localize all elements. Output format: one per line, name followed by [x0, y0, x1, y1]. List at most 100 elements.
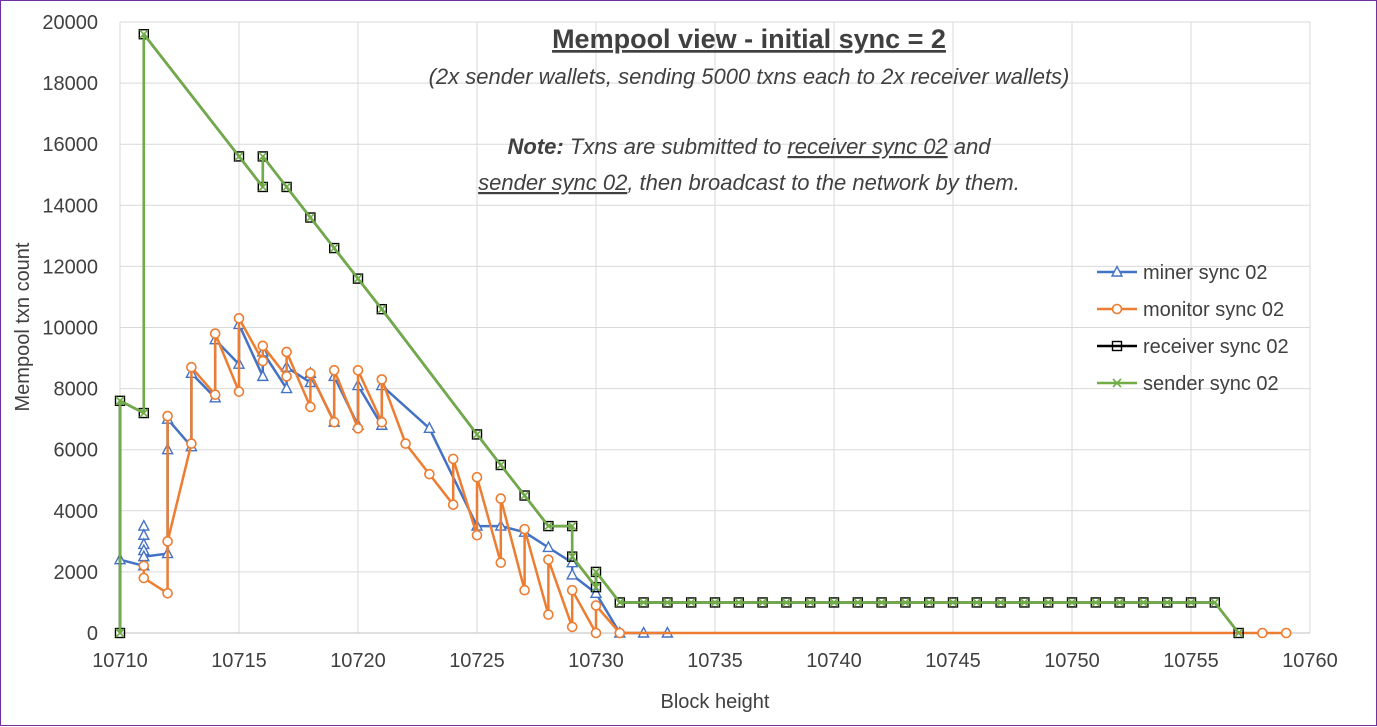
legend-label: receiver sync 02	[1143, 336, 1289, 358]
y-tick-label: 20000	[42, 12, 98, 34]
gridlines	[119, 21, 1311, 634]
y-tick-label: 4000	[54, 501, 99, 523]
data-point	[781, 597, 791, 608]
y-tick-label: 14000	[42, 195, 98, 217]
data-point	[281, 346, 292, 358]
data-point	[590, 600, 602, 611]
note-line-2: sender sync 02, then broadcast to the ne…	[478, 170, 1020, 195]
data-point	[233, 151, 245, 162]
data-point	[1110, 264, 1124, 277]
x-tick-label: 10755	[1163, 650, 1219, 672]
data-point	[805, 597, 815, 608]
y-tick-label: 16000	[42, 134, 98, 156]
data-point	[567, 552, 577, 562]
data-point	[1067, 597, 1077, 608]
data-point	[614, 627, 626, 639]
x-tick-label: 10740	[806, 650, 862, 672]
data-point	[282, 182, 292, 192]
data-point	[472, 429, 482, 439]
data-point	[280, 381, 293, 394]
x-tick-label: 10760	[1282, 650, 1338, 672]
series-line	[142, 317, 1287, 635]
y-axis-title: Mempool txn count	[12, 242, 34, 411]
y-tick-label: 18000	[42, 73, 98, 95]
data-point	[1257, 627, 1268, 639]
data-point	[305, 212, 316, 223]
legend-entry: receiver sync 02	[1097, 336, 1289, 358]
data-point	[924, 597, 934, 608]
data-point	[328, 364, 340, 376]
data-point	[139, 29, 149, 39]
legend: miner sync 02 monitor sync 02 receiver syn…	[1097, 262, 1289, 395]
data-point	[376, 374, 388, 385]
data-point	[589, 586, 603, 598]
data-point	[567, 521, 577, 531]
data-point	[162, 587, 173, 599]
note-part-3: , then broadcast to the network by them.	[627, 170, 1020, 195]
data-point	[1210, 597, 1220, 608]
y-tick-labels: 0 2000 4000 6000 8000 10000 12000 14000 16000 180…	[42, 12, 98, 645]
data-point	[1280, 627, 1292, 639]
data-point	[162, 536, 173, 547]
data-point	[257, 355, 269, 367]
x-tick-label: 10720	[330, 650, 386, 672]
data-point	[590, 627, 602, 639]
x-tick-label: 10715	[211, 650, 267, 672]
data-point	[1091, 597, 1101, 608]
data-point	[138, 560, 150, 572]
y-tick-label: 0	[87, 623, 98, 645]
data-point	[1138, 597, 1148, 608]
legend-label: sender sync 02	[1143, 373, 1279, 395]
data-point	[352, 273, 364, 284]
data-point	[424, 468, 435, 480]
data-point	[566, 621, 578, 633]
data-point	[138, 572, 150, 584]
series-line	[118, 32, 1240, 634]
data-point	[686, 597, 696, 608]
data-point	[591, 567, 601, 577]
data-point	[615, 597, 625, 608]
data-point	[328, 416, 340, 428]
series-layer	[113, 29, 1292, 639]
x-tick-label: 10750	[1044, 650, 1100, 672]
data-point	[352, 364, 364, 376]
x-tick-label: 10710	[92, 650, 148, 672]
y-tick-label: 2000	[54, 562, 99, 584]
data-point	[542, 540, 555, 553]
data-point	[1111, 303, 1123, 315]
data-point	[543, 554, 554, 565]
data-point	[256, 369, 269, 382]
data-point	[543, 609, 554, 620]
data-point	[1115, 597, 1125, 608]
data-point	[972, 597, 982, 608]
data-point	[496, 460, 506, 470]
note-line-1: Note: Txns are submitted to receiver syn…	[508, 134, 992, 159]
series-line	[118, 32, 1240, 634]
data-point	[305, 212, 315, 223]
data-point	[566, 584, 578, 596]
x-tick-label: 10745	[925, 650, 981, 672]
data-point	[1019, 597, 1029, 608]
data-point	[1234, 628, 1244, 638]
x-tick-labels: 10710 10715 10720 10725 10730 10735 10740 10745…	[92, 650, 1338, 672]
data-point	[329, 243, 339, 253]
x-tick-label: 10725	[449, 650, 505, 672]
data-point	[639, 597, 649, 608]
data-point	[519, 523, 530, 535]
data-point	[258, 182, 268, 192]
y-tick-label: 12000	[42, 256, 98, 278]
data-point	[329, 242, 340, 254]
legend-entry: sender sync 02	[1097, 373, 1279, 395]
note-part-2: and	[948, 134, 992, 159]
series-miner-sync-02	[113, 317, 674, 638]
data-point	[471, 429, 483, 440]
data-point	[710, 597, 720, 608]
data-point	[352, 423, 364, 434]
data-point	[423, 421, 436, 434]
data-point	[948, 597, 958, 608]
data-point	[1111, 340, 1123, 352]
data-point	[376, 303, 387, 315]
x-tick-label: 10735	[687, 650, 743, 672]
data-point	[186, 438, 197, 449]
data-point	[115, 396, 125, 406]
